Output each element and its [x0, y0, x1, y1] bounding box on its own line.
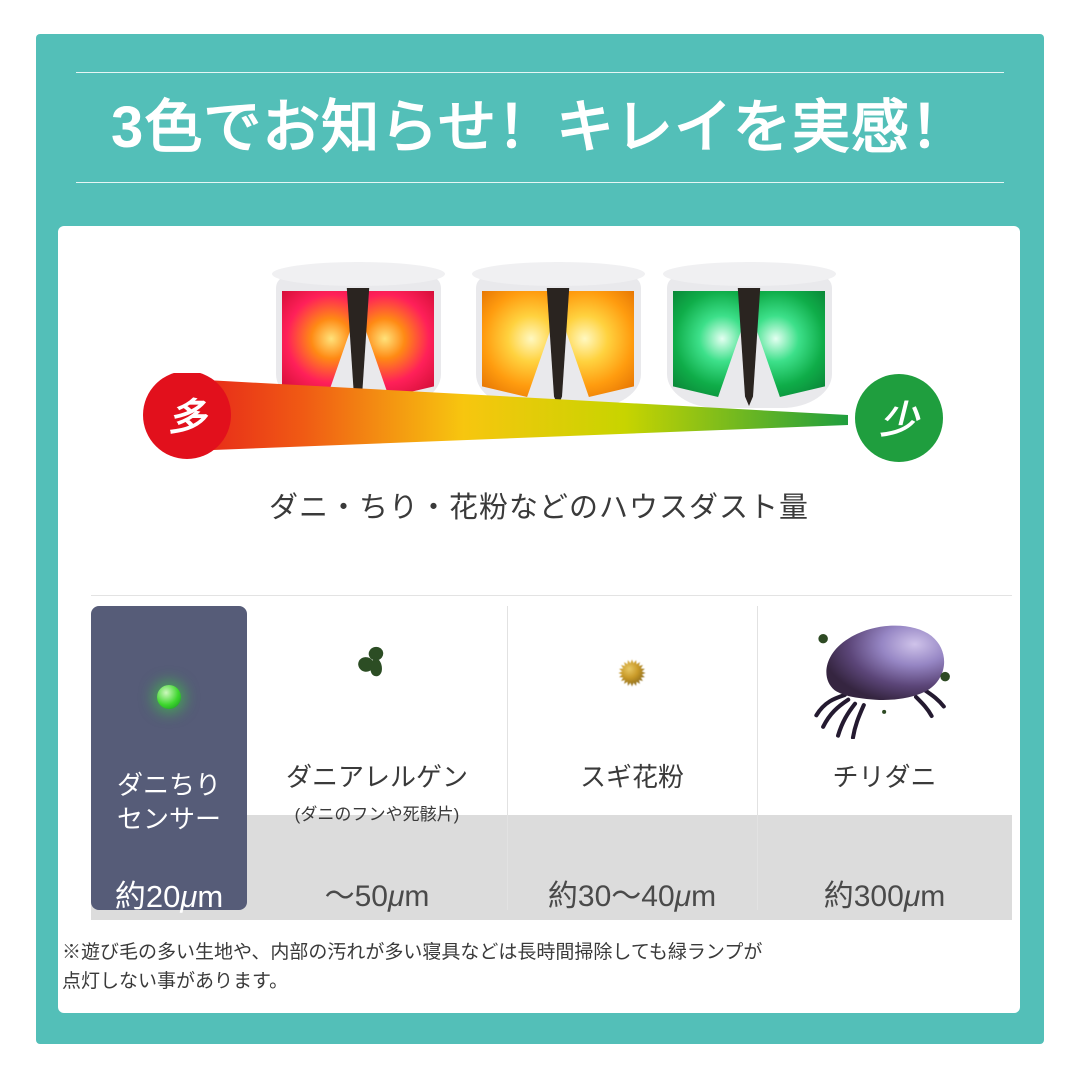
svg-text:少: 少: [880, 400, 921, 442]
svg-text:多: 多: [168, 397, 209, 439]
